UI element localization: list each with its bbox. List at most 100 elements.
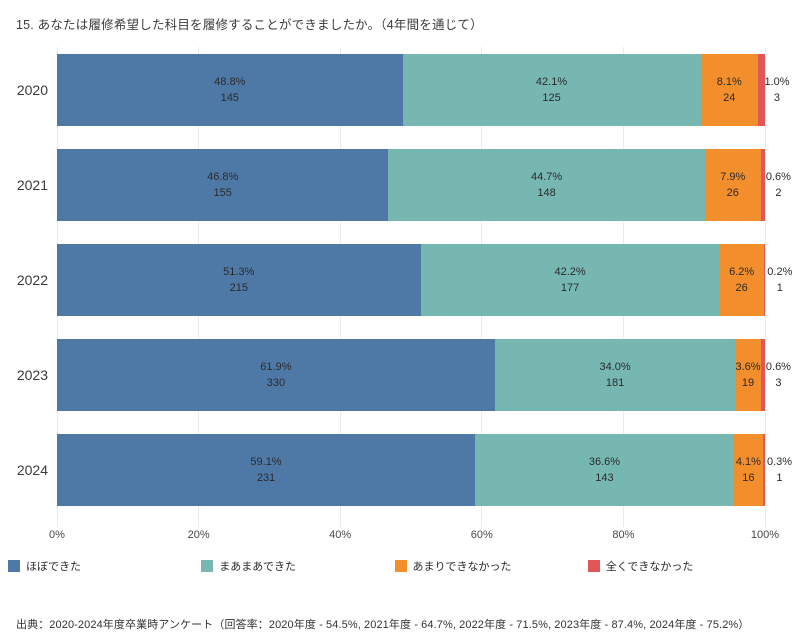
segment-label: 59.1% 231 bbox=[250, 454, 281, 486]
segment-count: 215 bbox=[229, 282, 248, 294]
legend-label: まあまあできた bbox=[219, 561, 297, 573]
segment-count: 181 bbox=[605, 377, 625, 389]
bar-segment: 0.6% 2 bbox=[760, 149, 791, 221]
bar-segment: 42.2% 177 bbox=[420, 244, 720, 316]
bar-segment: 1.0% 3 bbox=[757, 54, 790, 126]
year-label: 2022 bbox=[16, 272, 48, 288]
bar-segment: 51.3% 215 bbox=[57, 244, 421, 316]
segment-percent: 34.0% bbox=[599, 361, 631, 373]
x-tick-label: 20% bbox=[187, 529, 210, 541]
legend-item: 全くできなかった bbox=[587, 558, 781, 574]
chart-plot: 2020 48.8% 145 42.1% 125 8.1% 24 1.0% 3 2021 46.8%… bbox=[17, 47, 792, 527]
segment-count: 330 bbox=[266, 377, 286, 389]
segment-percent: 0.6% bbox=[765, 171, 791, 183]
bar-segment: 42.1% 125 bbox=[402, 54, 701, 126]
segment-label: 0.3% 1 bbox=[767, 454, 792, 486]
bar-row: 2022 51.3% 215 42.2% 177 6.2% 26 0.2% 1 bbox=[17, 244, 792, 316]
segment-percent: 6.2% bbox=[729, 266, 755, 278]
segment-count: 24 bbox=[723, 92, 736, 104]
segment-count: 1 bbox=[776, 282, 783, 294]
segment-label: 44.7% 148 bbox=[531, 169, 562, 201]
stacked-bar: 46.8% 155 44.7% 148 7.9% 26 0.6% 2 bbox=[57, 149, 791, 221]
year-label: 2021 bbox=[16, 177, 48, 193]
year-label: 2023 bbox=[16, 367, 48, 383]
segment-count: 16 bbox=[742, 472, 755, 484]
bar-segment: 7.9% 26 bbox=[704, 149, 761, 221]
segment-label: 46.8% 155 bbox=[207, 169, 238, 201]
legend: ほぼできた まあまあできた あまりできなかった 全くできなかった bbox=[8, 558, 781, 574]
segment-percent: 46.8% bbox=[207, 171, 239, 183]
segment-percent: 3.6% bbox=[735, 361, 761, 373]
stacked-bar: 61.9% 330 34.0% 181 3.6% 19 0.6% 3 bbox=[57, 339, 791, 411]
segment-label: 8.1% 24 bbox=[717, 74, 742, 106]
bar-segment: 3.6% 19 bbox=[735, 339, 761, 411]
bar-row: 2021 46.8% 155 44.7% 148 7.9% 26 0.6% 2 bbox=[17, 149, 791, 221]
segment-count: 3 bbox=[773, 92, 781, 104]
segment-count: 148 bbox=[537, 187, 556, 199]
bar-segment: 48.8% 145 bbox=[57, 54, 403, 126]
segment-label: 42.2% 177 bbox=[554, 264, 585, 296]
segment-percent: 59.1% bbox=[250, 456, 282, 468]
segment-label: 36.6% 143 bbox=[589, 454, 620, 486]
segment-count: 145 bbox=[220, 92, 239, 104]
x-tick-label: 80% bbox=[612, 529, 635, 541]
segment-label: 34.0% 181 bbox=[599, 359, 630, 391]
segment-count: 155 bbox=[213, 187, 232, 199]
bar-row: 2024 59.1% 231 36.6% 143 4.1% 16 0.3% 1 bbox=[17, 434, 792, 506]
bar-segment: 44.7% 148 bbox=[388, 149, 705, 221]
segment-count: 125 bbox=[542, 92, 561, 104]
segment-label: 7.9% 26 bbox=[720, 169, 745, 201]
segment-label: 0.2% 1 bbox=[767, 264, 792, 296]
legend-swatch bbox=[201, 560, 214, 572]
segment-percent: 44.7% bbox=[530, 171, 563, 183]
stacked-bar: 51.3% 215 42.2% 177 6.2% 26 0.2% 1 bbox=[57, 244, 792, 316]
segment-percent: 61.9% bbox=[260, 361, 292, 373]
source-note: 出典：2020-2024年度卒業時アンケート（回答率：2020年度 - 54.5… bbox=[16, 619, 750, 631]
stacked-bar: 48.8% 145 42.1% 125 8.1% 24 1.0% 3 bbox=[57, 54, 790, 126]
segment-percent: 36.6% bbox=[588, 456, 621, 468]
segment-percent: 42.1% bbox=[535, 76, 568, 88]
segment-label: 51.3% 215 bbox=[223, 264, 254, 296]
legend-item: あまりできなかった bbox=[394, 558, 588, 574]
legend-swatch bbox=[587, 560, 600, 572]
segment-count: 3 bbox=[775, 377, 782, 389]
bar-segment: 8.1% 24 bbox=[700, 54, 758, 126]
segment-percent: 42.2% bbox=[554, 266, 586, 278]
segment-percent: 0.3% bbox=[766, 456, 793, 468]
segment-count: 231 bbox=[256, 472, 276, 484]
x-tick-label: 40% bbox=[329, 529, 352, 541]
segment-label: 6.2% 26 bbox=[729, 264, 754, 296]
x-tick-label: 0% bbox=[49, 529, 65, 541]
bar-segment: 34.0% 181 bbox=[494, 339, 736, 411]
bar-segment: 0.2% 1 bbox=[763, 244, 792, 316]
x-axis: 0% 20% 40% 60% 80% 100% bbox=[49, 529, 779, 543]
segment-percent: 0.6% bbox=[765, 361, 791, 373]
legend-label: ほぼできた bbox=[26, 561, 81, 573]
segment-count: 143 bbox=[595, 472, 614, 484]
segment-percent: 51.3% bbox=[223, 266, 255, 278]
segment-percent: 0.2% bbox=[767, 266, 793, 278]
year-label: 2020 bbox=[16, 82, 48, 98]
segment-percent: 1.0% bbox=[764, 76, 790, 88]
segment-label: 48.8% 145 bbox=[214, 74, 245, 106]
bar-segment: 0.6% 3 bbox=[760, 339, 791, 411]
stacked-bar: 59.1% 231 36.6% 143 4.1% 16 0.3% 1 bbox=[57, 434, 792, 506]
segment-percent: 8.1% bbox=[716, 76, 742, 88]
segment-count: 19 bbox=[741, 377, 755, 389]
legend-item: まあまあできた bbox=[201, 558, 394, 574]
x-tick-label: 60% bbox=[470, 529, 493, 541]
bar-segment: 36.6% 143 bbox=[475, 434, 734, 506]
segment-label: 1.0% 3 bbox=[764, 74, 789, 106]
segment-percent: 4.1% bbox=[735, 456, 761, 468]
year-label: 2024 bbox=[16, 462, 48, 478]
x-tick-label: 100% bbox=[750, 529, 780, 541]
page-title: 15. あなたは履修希望した科目を履修することができましたか。（4年間を通じて） bbox=[16, 18, 483, 32]
segment-count: 177 bbox=[560, 282, 580, 294]
bar-segment: 59.1% 231 bbox=[57, 434, 476, 506]
segment-label: 42.1% 125 bbox=[536, 74, 567, 106]
bar-segment: 46.8% 155 bbox=[57, 149, 389, 221]
legend-swatch bbox=[8, 560, 20, 572]
segment-label: 0.6% 3 bbox=[766, 359, 791, 391]
segment-count: 26 bbox=[735, 282, 748, 294]
